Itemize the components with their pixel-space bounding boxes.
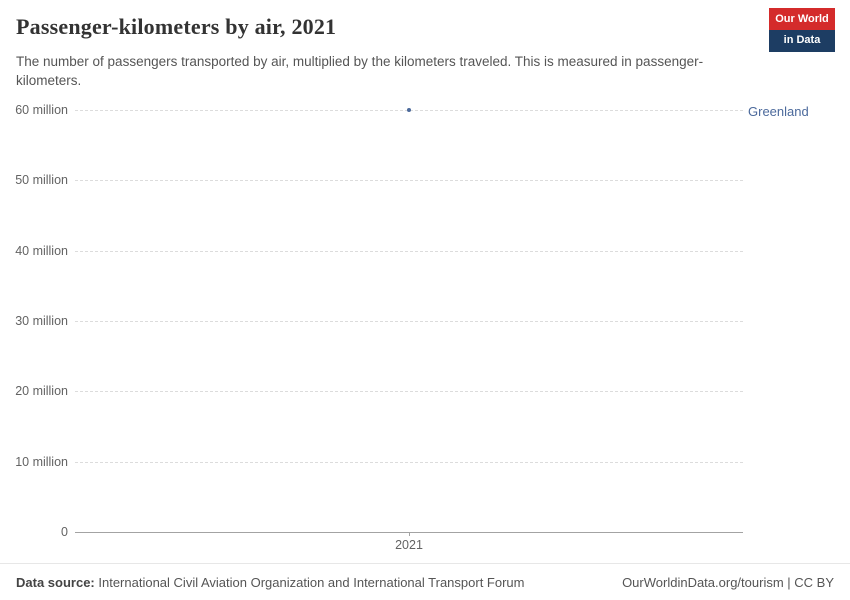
data-source-label: Data source:: [16, 574, 95, 590]
gridline: [75, 461, 743, 463]
page-title: Passenger-kilometers by air, 2021: [16, 14, 337, 39]
gridline: [75, 321, 743, 322]
data-source-note: Data source: International Civil Aviatio…: [16, 575, 524, 590]
y-tick-label: 50 million: [15, 173, 68, 188]
y-tick-label: 60 million: [15, 103, 68, 117]
y-tick-label: 20 million: [15, 384, 68, 399]
chart-footer: Data source: International Civil Aviatio…: [0, 563, 850, 600]
entity-label[interactable]: Greenland: [748, 104, 809, 119]
chart-subtitle: The number of passengers transported by …: [16, 54, 704, 89]
owid-logo-line1: Our World: [769, 8, 835, 30]
y-tick-label: 30 million: [15, 314, 68, 328]
x-tick-mark: [409, 532, 410, 536]
data-source-text: International Civil Aviation Organizatio…: [98, 574, 525, 590]
data-point[interactable]: [407, 108, 411, 112]
owid-logo-line2: in Data: [769, 30, 835, 52]
y-tick-label: 10 million: [15, 454, 68, 469]
gridline: [75, 180, 743, 182]
gridline: [75, 391, 743, 393]
footer-attribution-link[interactable]: OurWorldinData.org/tourism | CC BY: [622, 574, 834, 590]
x-tick-label: 2021: [395, 538, 423, 552]
gridline: [75, 250, 743, 252]
owid-logo[interactable]: Our World in Data: [769, 8, 835, 52]
y-tick-label: 0: [61, 525, 68, 539]
y-tick-label: 40 million: [15, 243, 68, 258]
